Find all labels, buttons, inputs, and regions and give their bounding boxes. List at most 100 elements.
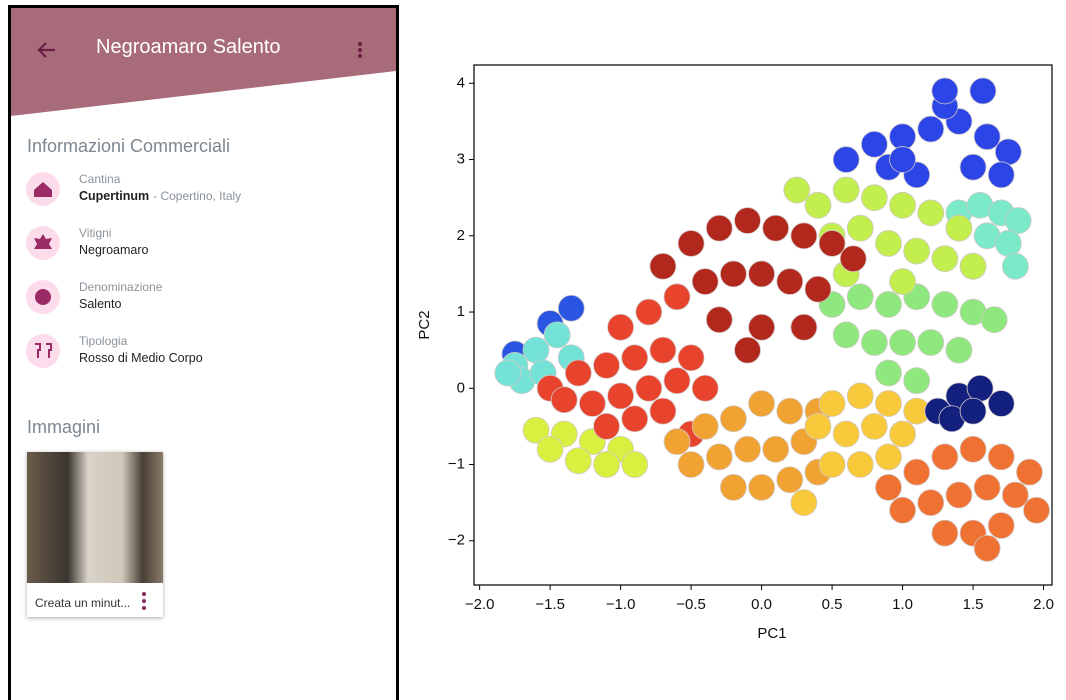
point [608, 314, 634, 340]
item-label: Tipologia [79, 334, 127, 348]
app-title: Negroamaro Salento [96, 36, 281, 59]
point [875, 444, 901, 470]
point [692, 269, 718, 295]
y-tick-label: −2 [448, 532, 465, 549]
point [995, 139, 1021, 165]
point [622, 452, 648, 478]
point [960, 398, 986, 424]
point [636, 299, 662, 325]
point [890, 269, 916, 295]
point [791, 490, 817, 516]
item-value: Cupertinum- Copertino, Italy [79, 189, 241, 203]
point [918, 490, 944, 516]
point [988, 513, 1014, 539]
point [988, 391, 1014, 417]
point [791, 223, 817, 249]
point [622, 345, 648, 371]
point [784, 177, 810, 203]
point [946, 482, 972, 508]
point [551, 387, 577, 413]
point [749, 474, 775, 500]
point [565, 360, 591, 386]
point [819, 230, 845, 256]
menu-button[interactable] [358, 42, 362, 58]
point [763, 436, 789, 462]
app-bar [11, 8, 396, 123]
point [692, 375, 718, 401]
point [833, 147, 859, 173]
point [805, 192, 831, 218]
point [861, 330, 887, 356]
x-tick-label: 0.5 [822, 596, 843, 613]
point [833, 421, 859, 447]
point [594, 452, 620, 478]
x-tick-label: −1.5 [535, 596, 565, 613]
point [890, 192, 916, 218]
point [692, 413, 718, 439]
point [833, 322, 859, 348]
section-heading: Informazioni Commerciali [27, 136, 230, 157]
item-value: Salento [79, 297, 121, 311]
point [1023, 497, 1049, 523]
y-tick-label: 1 [457, 303, 465, 320]
point [558, 295, 584, 321]
y-tick-label: 4 [457, 74, 465, 91]
x-tick-label: −0.5 [676, 596, 706, 613]
item-icons [23, 170, 63, 390]
card-menu[interactable] [139, 590, 149, 612]
x-tick-label: 2.0 [1033, 596, 1054, 613]
point [847, 383, 873, 409]
point [988, 444, 1014, 470]
point [967, 375, 993, 401]
photo [27, 452, 163, 583]
point [918, 330, 944, 356]
point [875, 291, 901, 317]
point [918, 200, 944, 226]
point [720, 474, 746, 500]
point [861, 185, 887, 211]
point [904, 368, 930, 394]
point [734, 337, 760, 363]
point [763, 215, 789, 241]
point [777, 467, 803, 493]
point [890, 421, 916, 447]
point [749, 261, 775, 287]
point [932, 520, 958, 546]
x-tick-label: −1.0 [606, 596, 636, 613]
point [720, 406, 746, 432]
point [974, 474, 1000, 500]
point [720, 261, 746, 287]
point [904, 238, 930, 264]
point [847, 452, 873, 478]
x-tick-label: 1.5 [963, 596, 984, 613]
point [861, 131, 887, 157]
point [918, 116, 944, 142]
point [706, 307, 732, 333]
point [819, 391, 845, 417]
point [650, 253, 676, 279]
point [678, 230, 704, 256]
point [734, 208, 760, 234]
point [636, 375, 662, 401]
point [1005, 208, 1031, 234]
point [1002, 253, 1028, 279]
item-label: Cantina [79, 172, 120, 186]
y-tick-label: 3 [457, 151, 465, 168]
point [875, 474, 901, 500]
point [960, 154, 986, 180]
point [1016, 459, 1042, 485]
point [974, 124, 1000, 150]
point [970, 78, 996, 104]
y-axis-label: PC2 [416, 310, 433, 339]
item-detail: - Copertino, Italy [153, 189, 241, 203]
point [840, 246, 866, 272]
point [650, 398, 676, 424]
point [734, 436, 760, 462]
page: PC1 PC2 −2.0−1.5−1.0−0.50.00.51.01.52.0−… [0, 0, 1066, 697]
point [946, 215, 972, 241]
point [523, 337, 549, 363]
point [932, 246, 958, 272]
point [664, 284, 690, 310]
point [706, 444, 732, 470]
item-label: Vitigni [79, 226, 111, 240]
